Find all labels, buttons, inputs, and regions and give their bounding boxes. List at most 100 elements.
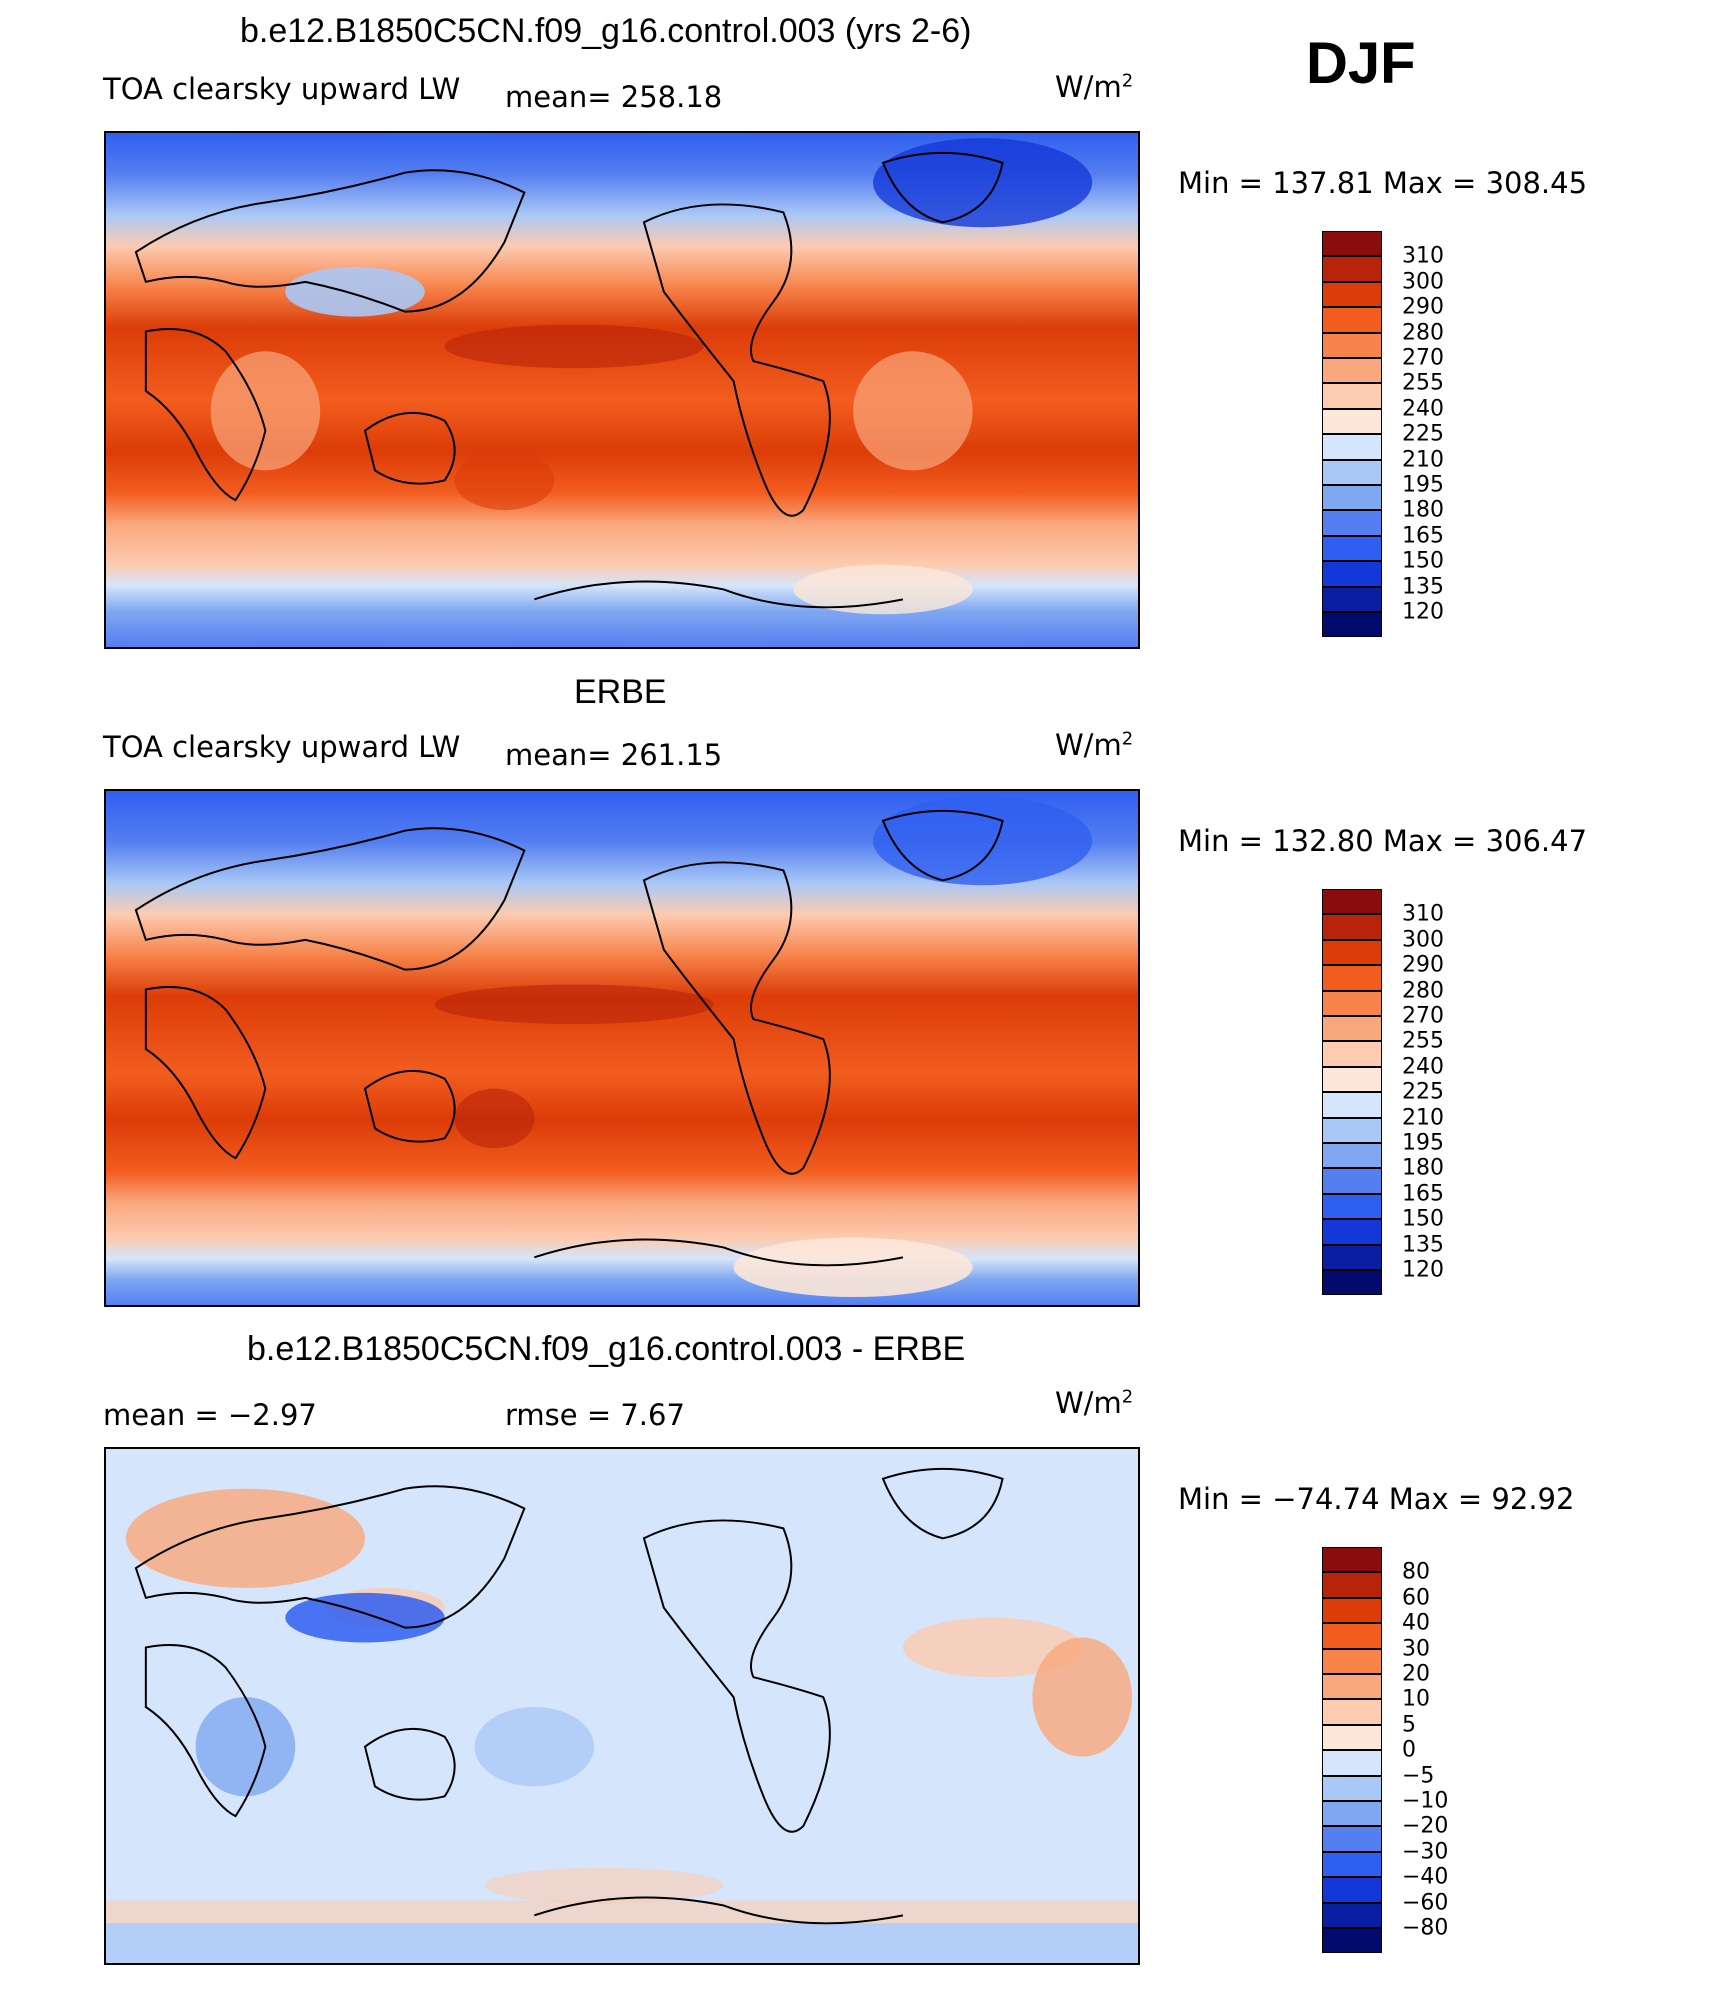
colorbar-label: 40 xyxy=(1402,1610,1430,1636)
colorbar-label: 20 xyxy=(1402,1661,1430,1687)
panel1-map xyxy=(104,131,1140,649)
colorbar-swatch xyxy=(1322,990,1382,1016)
colorbar-label: 165 xyxy=(1402,1181,1444,1207)
colorbar-swatch xyxy=(1322,281,1382,308)
panel3-map-svg xyxy=(106,1449,1138,1963)
panel1-mean: mean= 258.18 xyxy=(505,80,723,114)
colorbar-swatch xyxy=(1322,1775,1382,1801)
colorbar-swatch xyxy=(1322,408,1382,435)
colorbar-label: 280 xyxy=(1402,978,1444,1004)
colorbar-label: 60 xyxy=(1402,1585,1430,1611)
panel2-variable: TOA clearsky upward LW xyxy=(103,730,461,764)
colorbar-swatch xyxy=(1322,307,1382,333)
colorbar-label: 10 xyxy=(1402,1686,1430,1712)
colorbar-swatch xyxy=(1322,1066,1382,1093)
colorbar-swatch xyxy=(1322,1750,1382,1776)
colorbar-swatch xyxy=(1322,1724,1382,1751)
colorbar-label: 180 xyxy=(1402,497,1444,523)
colorbar-swatch xyxy=(1322,612,1382,638)
colorbar-swatch xyxy=(1322,1699,1382,1725)
panel3-rmse: rmse = 7.67 xyxy=(505,1398,685,1432)
panel2-minmax: Min = 132.80 Max = 306.47 xyxy=(1178,824,1588,858)
colorbar-label: 135 xyxy=(1402,574,1444,600)
colorbar-swatch xyxy=(1322,1041,1382,1067)
colorbar-label: 150 xyxy=(1402,548,1444,574)
colorbar-label: 195 xyxy=(1402,1130,1444,1156)
panel3-mean: mean = −2.97 xyxy=(103,1398,317,1432)
colorbar-swatch xyxy=(1322,256,1382,282)
colorbar-label: 180 xyxy=(1402,1155,1444,1181)
colorbar-label: 165 xyxy=(1402,523,1444,549)
panel2-map-svg xyxy=(106,791,1138,1305)
colorbar-label: 290 xyxy=(1402,952,1444,978)
colorbar-swatch xyxy=(1322,1117,1382,1143)
colorbar-label: 255 xyxy=(1402,370,1444,396)
panel1-colorbar: 310 300 290 280 270 255 240 225 210 195 180 165 150 1… xyxy=(1322,231,1444,638)
colorbar-label: 0 xyxy=(1402,1737,1416,1763)
colorbar-swatch xyxy=(1322,459,1382,485)
colorbar-swatch xyxy=(1322,358,1382,384)
colorbar-swatch xyxy=(1322,1928,1382,1954)
colorbar-label: 135 xyxy=(1402,1232,1444,1258)
panel1-variable: TOA clearsky upward LW xyxy=(103,72,461,106)
colorbar-swatch xyxy=(1322,1674,1382,1700)
colorbar-label: 310 xyxy=(1402,243,1444,269)
colorbar-swatch xyxy=(1322,939,1382,966)
colorbar-swatch xyxy=(1322,1143,1382,1169)
panel3-colorbar: 80 60 40 30 20 10 5 0 −5 −10 −20 −30 −40 −60 −80 xyxy=(1322,1547,1448,1954)
colorbar-label: −40 xyxy=(1402,1864,1449,1890)
colorbar-label: 210 xyxy=(1402,447,1444,473)
colorbar-swatch xyxy=(1322,561,1382,587)
colorbar-label: 80 xyxy=(1402,1559,1430,1585)
colorbar-swatch xyxy=(1322,1572,1382,1598)
colorbar-swatch xyxy=(1322,1219,1382,1245)
colorbar-label: 195 xyxy=(1402,472,1444,498)
panel1-minmax: Min = 137.81 Max = 308.45 xyxy=(1178,166,1588,200)
panel3-map xyxy=(104,1447,1140,1965)
panel3-minmax: Min = −74.74 Max = 92.92 xyxy=(1178,1482,1575,1516)
colorbar-swatch xyxy=(1322,1016,1382,1042)
colorbar-swatch xyxy=(1322,1270,1382,1296)
colorbar-swatch xyxy=(1322,1648,1382,1674)
colorbar-label: 150 xyxy=(1402,1206,1444,1232)
colorbar-swatch xyxy=(1322,1168,1382,1194)
panel2-colorbar: 310 300 290 280 270 255 240 225 210 195 180 165 150 1… xyxy=(1322,889,1444,1296)
colorbar-label: 240 xyxy=(1402,396,1444,422)
panel2-title: ERBE xyxy=(574,673,667,711)
colorbar-swatch xyxy=(1322,1826,1382,1852)
colorbar-label: 120 xyxy=(1402,1257,1444,1283)
colorbar-swatch xyxy=(1322,1801,1382,1827)
colorbar-swatch xyxy=(1322,485,1382,511)
colorbar-swatch xyxy=(1322,889,1382,915)
colorbar-label: −80 xyxy=(1402,1915,1449,1941)
colorbar-swatch xyxy=(1322,1244,1382,1270)
colorbar-label: 270 xyxy=(1402,345,1444,371)
colorbar-swatch xyxy=(1322,434,1382,460)
colorbar-swatch xyxy=(1322,1902,1382,1928)
colorbar-swatch xyxy=(1322,1092,1382,1118)
panel2-mean: mean= 261.15 xyxy=(505,738,723,772)
colorbar-label: 255 xyxy=(1402,1028,1444,1054)
colorbar-swatch xyxy=(1322,332,1382,358)
colorbar-label: 225 xyxy=(1402,1079,1444,1105)
colorbar-swatch xyxy=(1322,1547,1382,1573)
colorbar-label: 290 xyxy=(1402,294,1444,320)
panel1-title: b.e12.B1850C5CN.f09_g16.control.003 (yrs… xyxy=(240,12,972,50)
colorbar-swatch xyxy=(1322,1851,1382,1878)
colorbar-swatch xyxy=(1322,383,1382,409)
colorbar-label: 240 xyxy=(1402,1054,1444,1080)
colorbar-swatch xyxy=(1322,535,1382,562)
colorbar-swatch xyxy=(1322,1597,1382,1624)
colorbar-label: −20 xyxy=(1402,1813,1449,1839)
colorbar-label: 30 xyxy=(1402,1636,1430,1662)
colorbar-label: −60 xyxy=(1402,1890,1449,1916)
colorbar-label: 300 xyxy=(1402,927,1444,953)
colorbar-label: 5 xyxy=(1402,1712,1416,1738)
colorbar-swatch xyxy=(1322,1623,1382,1649)
colorbar-swatch xyxy=(1322,586,1382,612)
colorbar-swatch xyxy=(1322,510,1382,536)
colorbar-swatch xyxy=(1322,914,1382,940)
panel2-units: W/m2 xyxy=(1055,728,1134,762)
colorbar-label: 120 xyxy=(1402,599,1444,625)
colorbar-label: −5 xyxy=(1402,1763,1435,1789)
